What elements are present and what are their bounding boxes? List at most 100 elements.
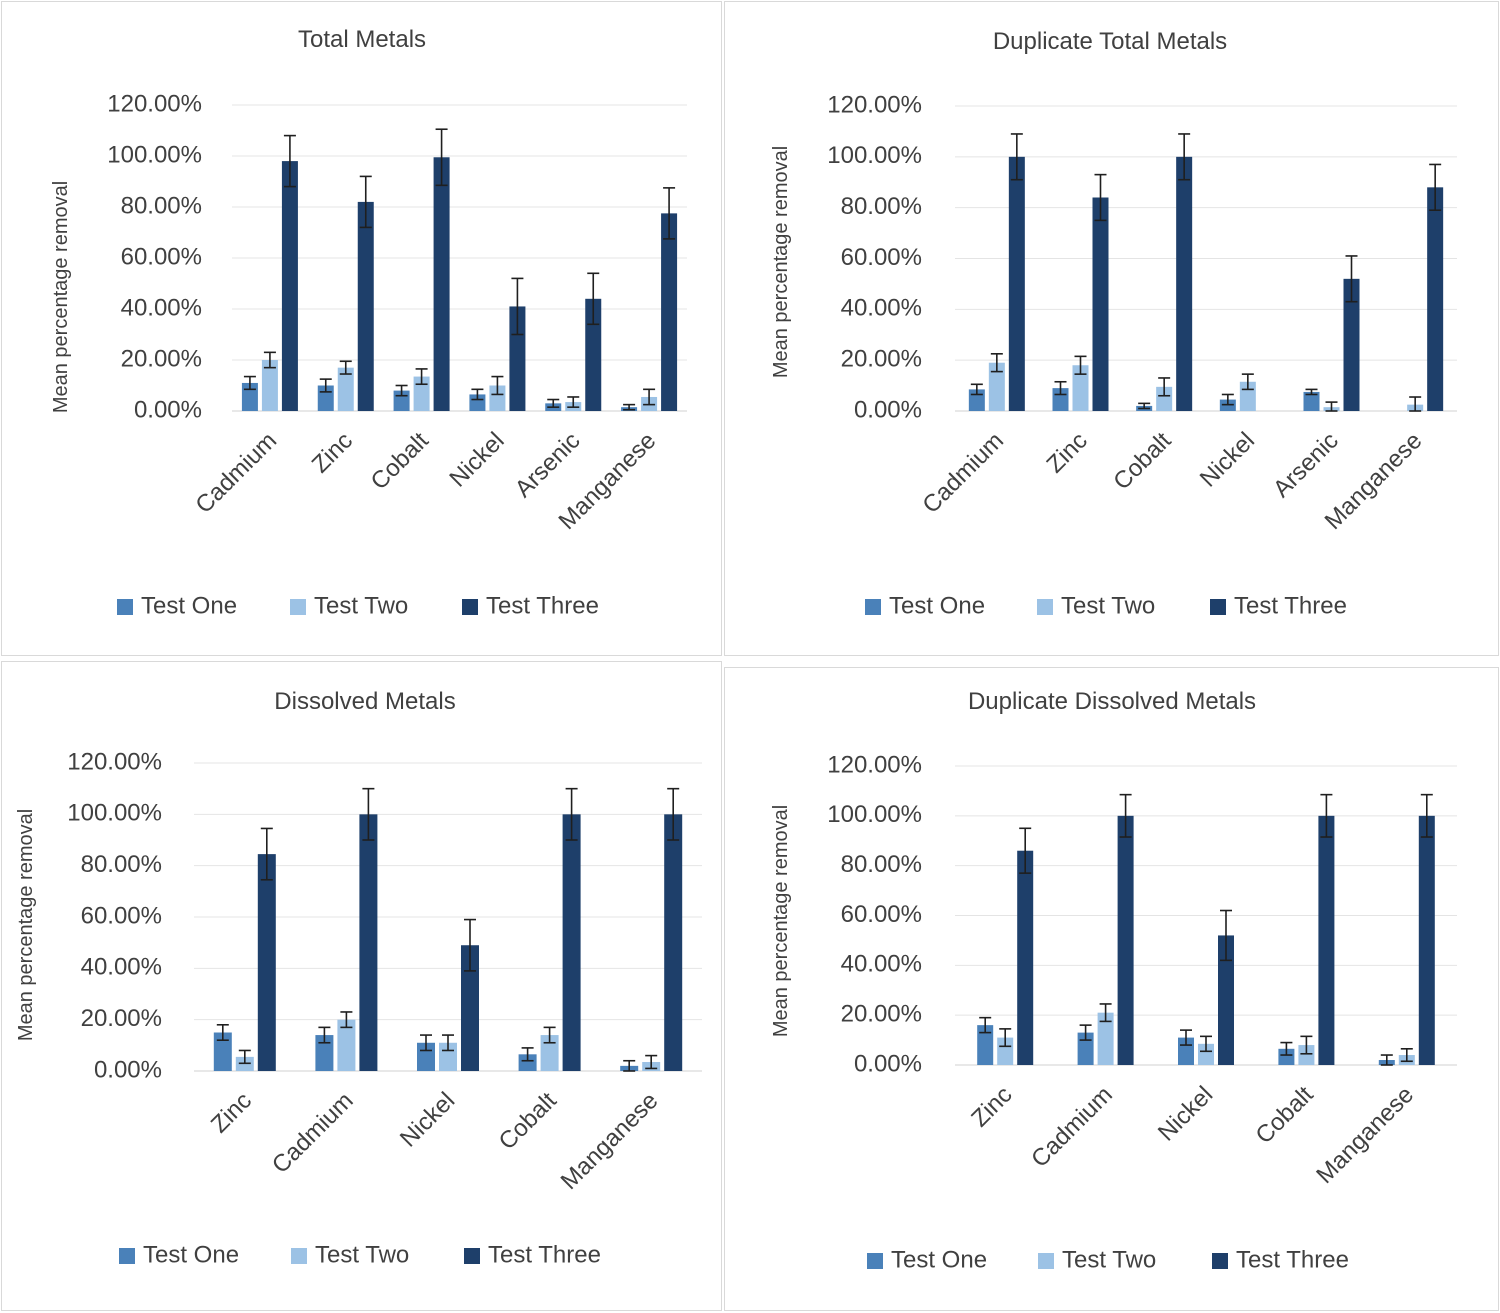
y-tick-label: 80.00%	[121, 192, 202, 219]
bar-test-three-cobalt	[562, 814, 581, 1071]
y-tick-label: 120.00%	[107, 90, 202, 117]
bar-test-two-cobalt	[1298, 1045, 1315, 1065]
chart-duplicate-dissolved-metals: Duplicate Dissolved Metals 0.00% 20.00% 40.…	[770, 688, 1457, 1273]
x-tick-label: Arsenic	[510, 427, 586, 503]
x-tick-label: Zinc	[206, 1087, 257, 1138]
y-tick-label: 120.00%	[827, 91, 922, 118]
chart-panel-duplicate-dissolved-metals: Duplicate Dissolved Metals 0.00% 20.00% 40.…	[724, 667, 1499, 1311]
bar-test-three-nickel	[509, 306, 526, 411]
y-tick-label: 60.00%	[841, 244, 922, 271]
y-tick-label: 0.00%	[94, 1056, 162, 1083]
y-tick-label: 0.00%	[854, 1050, 922, 1077]
legend-swatch-test-two	[290, 599, 306, 615]
y-tick-label: 20.00%	[81, 1005, 162, 1032]
bar-test-one-zinc	[213, 1032, 232, 1071]
bar-test-three-zinc	[257, 854, 276, 1071]
bar-test-three-cadmium	[359, 814, 378, 1071]
y-axis-label: Mean percentage removal	[15, 809, 37, 1041]
legend-swatch-test-one	[117, 599, 133, 615]
chart-title: Dissolved Metals	[274, 688, 455, 715]
y-tick-label: 80.00%	[841, 851, 922, 878]
y-tick-label: 40.00%	[121, 294, 202, 321]
y-tick-label: 100.00%	[827, 801, 922, 828]
y-tick-label: 120.00%	[67, 748, 162, 775]
chart-title: Total Metals	[298, 26, 426, 53]
legend-label-test-two: Test Two	[1062, 1246, 1156, 1273]
bar-test-two-zinc	[997, 1037, 1014, 1065]
bar-test-three-cadmium	[281, 161, 298, 411]
bar-test-two-zinc	[337, 367, 354, 411]
x-tick-label: Arsenic	[1268, 427, 1344, 503]
bar-test-three-arsenic	[1343, 278, 1360, 411]
chart-duplicate-total-metals: Duplicate Total Metals 0.00% 20.00% 40.00% 6…	[770, 28, 1457, 619]
legend-label-test-two: Test Two	[1061, 592, 1155, 619]
x-tick-label: Cadmium	[1026, 1081, 1118, 1173]
x-tick-label: Zinc	[307, 427, 358, 478]
bar-test-three-cobalt	[1318, 815, 1335, 1065]
bar-test-two-cadmium	[988, 362, 1005, 411]
bar-test-three-manganese	[1418, 815, 1435, 1065]
legend-label-test-three: Test Three	[486, 592, 599, 619]
chart-panel-duplicate-total-metals: Duplicate Total Metals 0.00% 20.00% 40.00% 6…	[724, 1, 1499, 656]
x-tick-label: Manganese	[1311, 1081, 1419, 1189]
y-tick-label: 100.00%	[827, 142, 922, 169]
legend-label-test-three: Test Three	[1236, 1246, 1349, 1273]
y-tick-label: 0.00%	[134, 396, 202, 423]
y-tick-label: 80.00%	[841, 193, 922, 220]
y-tick-label: 120.00%	[827, 751, 922, 778]
bar-test-two-cadmium	[337, 1019, 356, 1071]
legend-swatch-test-two	[1037, 599, 1053, 615]
bar-test-one-nickel	[469, 394, 486, 411]
bar-test-three-cadmium	[1008, 156, 1025, 411]
y-tick-label: 20.00%	[841, 346, 922, 373]
x-tick-label: Cobalt	[1250, 1081, 1318, 1149]
bar-test-three-zinc	[1092, 197, 1109, 411]
bar-test-one-cobalt	[518, 1054, 537, 1071]
chart-dissolved-metals: Dissolved Metals 0.00% 20.00% 40.00% 60.00% 8…	[15, 688, 702, 1268]
legend-swatch-test-two	[291, 1248, 307, 1264]
x-tick-label: Manganese	[556, 1087, 664, 1195]
legend-label-test-two: Test Two	[314, 592, 408, 619]
x-tick-label: Cobalt	[1108, 427, 1176, 495]
bar-test-three-cobalt	[1176, 156, 1193, 411]
x-tick-label: Zinc	[1042, 427, 1093, 478]
bar-test-two-cobalt	[1156, 386, 1173, 411]
bar-test-three-cadmium	[1117, 815, 1134, 1065]
y-tick-label: 40.00%	[841, 295, 922, 322]
bar-test-three-arsenic	[585, 298, 602, 411]
bar-test-one-zinc	[977, 1025, 994, 1065]
legend-swatch-test-one	[865, 599, 881, 615]
x-tick-label: Cobalt	[366, 427, 434, 495]
y-tick-label: 60.00%	[81, 902, 162, 929]
x-tick-label: Nickel	[1195, 427, 1260, 492]
bar-test-one-arsenic	[1303, 391, 1320, 411]
bar-test-three-nickel	[461, 945, 479, 1071]
legend-label-test-one: Test One	[141, 592, 237, 619]
legend-label-test-one: Test One	[889, 592, 985, 619]
x-tick-label: Cadmium	[190, 427, 282, 519]
y-axis-label: Mean percentage removal	[50, 181, 72, 413]
x-tick-label: Zinc	[966, 1081, 1017, 1132]
x-tick-label: Nickel	[1153, 1081, 1218, 1146]
y-tick-label: 40.00%	[841, 951, 922, 978]
legend-swatch-test-three	[464, 1248, 480, 1264]
bar-test-three-nickel	[1218, 935, 1234, 1065]
bar-test-two-zinc	[1072, 365, 1089, 411]
chart-title: Duplicate Dissolved Metals	[968, 688, 1256, 715]
legend-swatch-test-one	[867, 1253, 883, 1269]
legend-swatch-test-three	[1212, 1253, 1228, 1269]
legend-swatch-test-three	[462, 599, 478, 615]
bar-test-three-cobalt	[433, 157, 450, 411]
y-tick-label: 60.00%	[121, 243, 202, 270]
x-tick-label: Nickel	[395, 1087, 460, 1152]
x-tick-label: Nickel	[444, 427, 509, 492]
x-tick-label: Cadmium	[917, 427, 1009, 519]
bar-test-two-cobalt	[413, 376, 430, 411]
legend-label-test-three: Test Three	[488, 1241, 601, 1268]
chart-panel-dissolved-metals: Dissolved Metals 0.00% 20.00% 40.00% 60.00% 8…	[1, 661, 722, 1311]
y-tick-label: 20.00%	[121, 345, 202, 372]
legend-label-test-three: Test Three	[1234, 592, 1347, 619]
y-tick-label: 0.00%	[854, 396, 922, 423]
legend-label-test-two: Test Two	[315, 1241, 409, 1268]
x-tick-label: Cobalt	[494, 1087, 562, 1155]
